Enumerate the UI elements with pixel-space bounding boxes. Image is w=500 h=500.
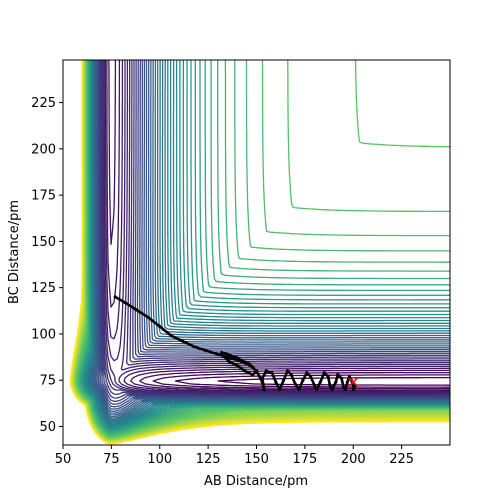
trajectory-point	[282, 378, 286, 382]
trajectory-point	[351, 387, 355, 392]
trajectory-point	[113, 295, 117, 299]
x-tick-label: 75	[103, 452, 120, 467]
y-tick-label: 125	[31, 281, 56, 296]
trajectory-point	[328, 384, 332, 388]
trajectory-point	[313, 384, 317, 388]
contour-level-line	[100, 60, 450, 397]
x-tick-label: 225	[389, 452, 414, 467]
x-tick-label: 150	[244, 452, 269, 467]
contour-level-line	[69, 60, 450, 445]
trajectory-point	[289, 373, 293, 377]
trajectory-point	[235, 363, 239, 367]
trajectory-point	[318, 380, 322, 384]
trajectory-point	[270, 371, 274, 375]
trajectory-point	[285, 369, 290, 373]
y-tick-label: 100	[31, 327, 56, 342]
trajectory	[113, 295, 357, 392]
trajectory-point	[326, 374, 330, 379]
trajectory-point	[235, 356, 239, 360]
trajectory-point	[340, 376, 344, 380]
trajectory-point	[314, 387, 319, 392]
x-tick-label: 100	[147, 452, 172, 467]
y-tick-label: 225	[31, 96, 56, 111]
x-axis-label: AB Distance/pm	[204, 474, 308, 489]
trajectory-point	[260, 380, 264, 384]
trajectory-point	[262, 387, 266, 392]
trajectory-point	[322, 371, 326, 375]
trajectory-point	[134, 308, 139, 312]
trajectory-point	[254, 369, 259, 373]
contour-level-line	[102, 60, 450, 395]
trajectory-point	[293, 382, 297, 386]
trajectory-point	[251, 373, 255, 377]
trajectory-point	[330, 387, 334, 392]
trajectory-point	[222, 354, 226, 358]
contour-level-line	[103, 60, 450, 394]
trajectory-point	[260, 376, 264, 380]
trajectory-point	[193, 345, 197, 349]
trajectory-point	[251, 365, 255, 369]
trajectory-point	[146, 315, 150, 319]
trajectory-point	[347, 374, 351, 379]
trajectory-point	[297, 387, 301, 392]
contour-level-line	[101, 60, 450, 396]
x-axis-ticks: 50 75 100 125 150 175 200 225	[55, 445, 414, 467]
trajectory-point	[227, 356, 231, 360]
y-tick-label: 75	[39, 374, 56, 389]
x-tick-label: 175	[292, 452, 317, 467]
y-axis-ticks: 50 75 100 125 150 175 200 225	[31, 96, 63, 435]
y-axis-label: BC Distance/pm	[7, 200, 22, 304]
trajectory-point	[225, 352, 230, 356]
trajectory-point	[274, 380, 278, 384]
endpoint-marker-stroke	[348, 377, 358, 387]
trajectory-point	[169, 334, 173, 338]
endpoint-marker	[348, 377, 358, 387]
trajectory-point	[227, 360, 231, 364]
contour-level-line	[174, 374, 450, 388]
trajectory-point	[247, 362, 251, 366]
y-tick-label: 175	[31, 189, 56, 204]
trajectory-point	[345, 380, 349, 384]
trajectory-point	[334, 380, 338, 384]
y-tick-label: 150	[31, 235, 56, 250]
x-tick-label: 50	[55, 452, 72, 467]
y-tick-label: 50	[39, 420, 56, 435]
y-tick-label: 200	[31, 142, 56, 157]
trajectory-point	[264, 369, 268, 373]
trajectory-point	[278, 387, 282, 392]
trajectory-point	[204, 349, 208, 353]
trajectory-point	[181, 339, 185, 343]
trajectory-point	[301, 378, 305, 382]
x-tick-label: 125	[196, 452, 221, 467]
trajectory-point	[243, 369, 247, 373]
contour-lines	[69, 60, 450, 445]
trajectory-point	[309, 374, 313, 379]
contour-level-line	[104, 60, 450, 393]
trajectory-point	[305, 371, 309, 375]
trajectory-point	[216, 352, 220, 356]
trajectory-point	[220, 350, 224, 355]
trajectory-point	[158, 324, 162, 329]
trajectory-point	[343, 387, 348, 392]
trajectory-point	[336, 373, 340, 377]
trajectory-point	[123, 300, 127, 305]
x-tick-label: 200	[341, 452, 366, 467]
